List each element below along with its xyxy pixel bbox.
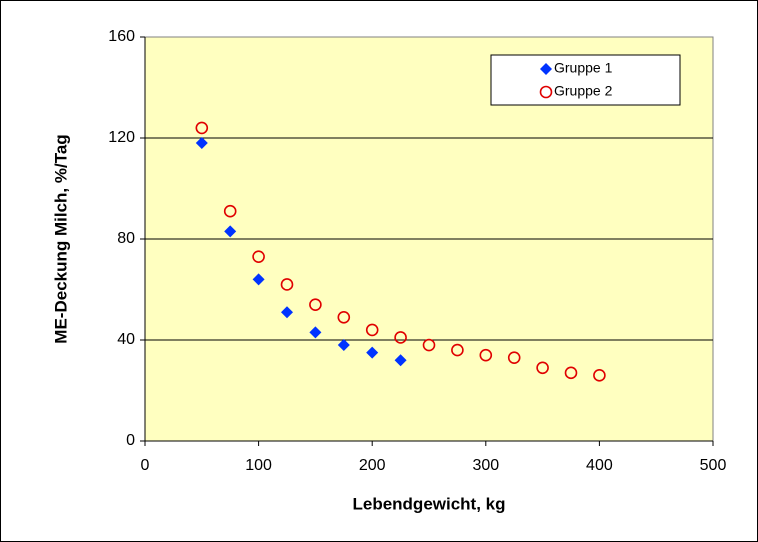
legend-box	[490, 54, 681, 106]
y-tick-label: 120	[108, 129, 135, 146]
point	[536, 361, 549, 375]
point	[281, 306, 293, 319]
point	[564, 366, 578, 380]
y-tick-label: 0	[126, 432, 135, 449]
y-axis-title: ME-Deckung Milch, %/Tag	[51, 134, 70, 343]
point	[394, 354, 407, 367]
x-tick-label: 500	[700, 457, 727, 474]
legend-label: Gruppe 1	[554, 60, 613, 76]
point	[252, 250, 265, 263]
point	[394, 331, 407, 344]
point	[195, 121, 209, 135]
point	[479, 348, 493, 362]
x-axis-title: Lebendgewicht, kg	[352, 494, 505, 513]
point	[365, 323, 379, 337]
x-tick-label: 300	[472, 457, 499, 474]
point	[337, 310, 351, 324]
legend-marker	[539, 85, 553, 99]
point	[422, 338, 436, 352]
point	[280, 278, 294, 291]
point	[195, 137, 208, 150]
point	[309, 326, 322, 339]
point	[507, 351, 521, 364]
x-tick-label: 200	[359, 457, 386, 474]
point	[337, 339, 350, 352]
y-tick-label: 40	[117, 331, 135, 348]
point	[223, 204, 237, 218]
x-tick-label: 400	[586, 457, 613, 474]
point	[224, 225, 237, 238]
y-tick-label: 80	[117, 230, 135, 247]
y-tick-label: 160	[108, 28, 135, 45]
point	[252, 273, 265, 286]
point	[366, 346, 379, 359]
legend-label: Gruppe 2	[554, 83, 613, 99]
point	[309, 298, 322, 311]
legend-marker	[540, 63, 552, 75]
x-tick-label: 0	[141, 457, 150, 474]
point	[593, 369, 606, 382]
x-tick-label: 100	[245, 457, 272, 474]
point	[451, 343, 464, 357]
